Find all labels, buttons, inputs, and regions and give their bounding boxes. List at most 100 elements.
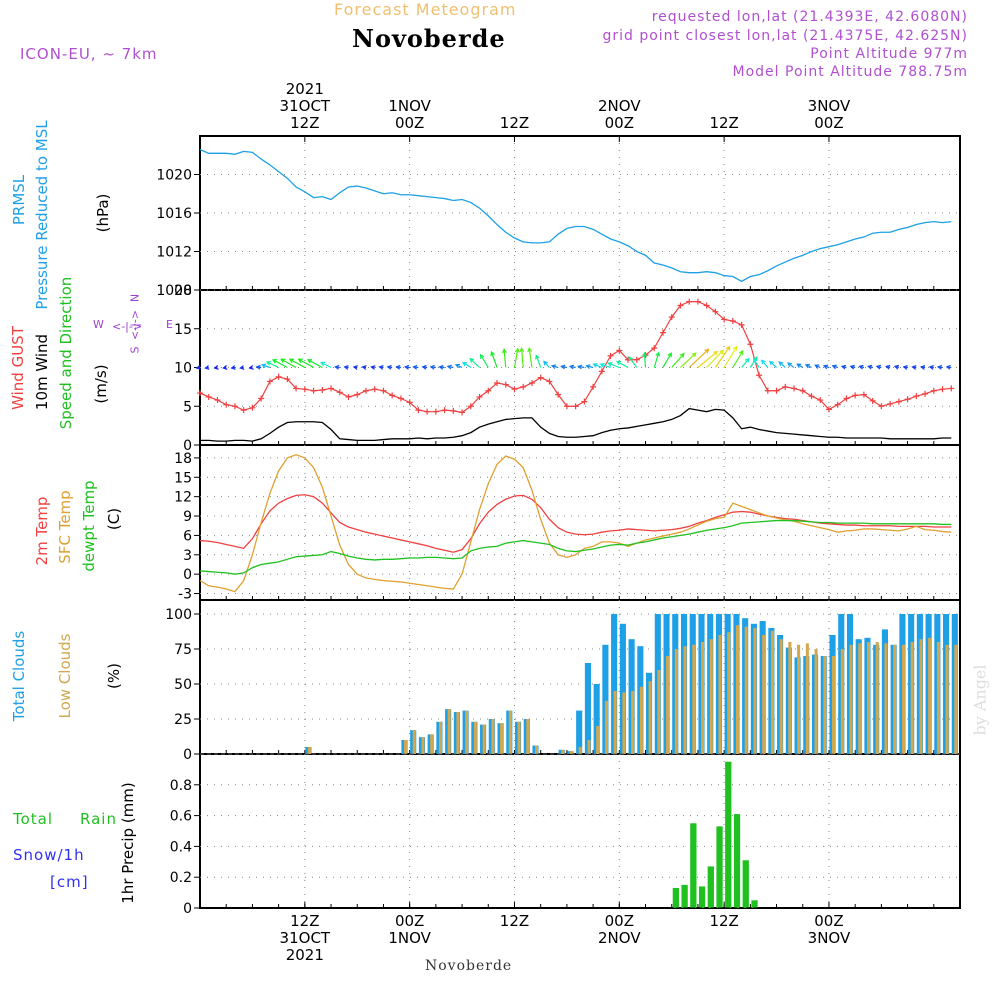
low-cloud-bar (604, 700, 608, 754)
gust-marker (231, 403, 238, 410)
wind-arrow-head (280, 358, 286, 363)
wind-arrow-head (902, 364, 908, 370)
low-cloud-bar (473, 721, 477, 754)
low-cloud-bar (613, 691, 617, 754)
wind-arrow-head (479, 353, 485, 359)
wind-arrow-head (239, 365, 245, 370)
ytick-label-pressure: 1008 (156, 283, 192, 299)
ytick-label-clouds: 25 (174, 712, 192, 728)
gust-marker (782, 383, 789, 390)
low-cloud-bar (945, 644, 949, 754)
low-cloud-bar (700, 642, 705, 754)
wind-arrow-head (560, 364, 566, 370)
wind-arrow-head (568, 364, 575, 370)
low-cloud-bar (631, 691, 635, 754)
gust-marker (380, 387, 387, 394)
low-cloud-bar (858, 643, 862, 754)
wind-arrow-head (306, 359, 313, 364)
gust-marker (817, 397, 824, 404)
low-cloud-bar (403, 740, 408, 754)
temp-line-temp2m (199, 494, 952, 553)
wind-arrow-head (733, 345, 738, 351)
wind-arrow (769, 361, 777, 368)
top-time-label: 12Z (709, 114, 738, 132)
ytick-label-temperature: -3 (178, 587, 192, 603)
gust-marker (450, 407, 457, 414)
total-cloud-bar (584, 663, 591, 754)
low-cloud-bar (508, 710, 512, 754)
wind-arrow-head (334, 364, 340, 370)
point-altitude: Point Altitude 977m (810, 46, 968, 62)
wind-arrow (543, 361, 550, 368)
gust-marker (520, 383, 527, 390)
wind-arrow-head (875, 364, 882, 370)
gust-marker (930, 387, 937, 394)
top-time-label: 31OCT (280, 97, 331, 115)
low-cloud-bar (832, 656, 836, 754)
gust-marker (747, 341, 754, 348)
wind-arrow-head (628, 356, 633, 362)
low-cloud-bar (823, 656, 827, 754)
low-cloud-bar (491, 719, 495, 754)
gust-marker (651, 345, 658, 352)
wind-arrow (528, 348, 533, 368)
wind-arrow-head (760, 359, 766, 365)
ytick-label-pressure: 1020 (156, 168, 192, 184)
wind-arrow-head (928, 364, 934, 370)
low-cloud-bar (683, 646, 687, 754)
ytick-label-wind: 0 (183, 438, 192, 454)
low-cloud-bar (709, 639, 713, 754)
gust-marker (467, 403, 474, 410)
low-cloud-bar (639, 686, 643, 754)
wind-arrow (616, 360, 629, 369)
total-cloud-bar (593, 684, 600, 754)
wind-arrow-head (577, 364, 583, 370)
ytick-label-temperature: 12 (174, 490, 192, 506)
rain-bar (698, 886, 706, 908)
top-time-label: 12Z (500, 114, 529, 132)
wind-arrow (272, 359, 288, 369)
wind-arrow (480, 354, 489, 368)
wind-arrow-head (796, 363, 802, 368)
gust-marker (703, 302, 710, 309)
wind-arrow (593, 363, 603, 369)
low-cloud-bar (307, 747, 311, 754)
wind-arrow (520, 348, 524, 368)
ytick-label-precip: 0.2 (170, 870, 192, 886)
top-time-label: 2NOV (598, 97, 641, 115)
gust-marker (415, 407, 422, 414)
top-time-label: 1NOV (388, 97, 431, 115)
rain-bar (672, 887, 680, 908)
gust-marker (528, 380, 535, 386)
gust-marker (659, 329, 666, 336)
wind-arrow-head (429, 364, 435, 370)
gust-marker (633, 356, 640, 363)
wind-arrow (469, 358, 480, 368)
gust-marker (939, 386, 946, 393)
wind-arrow-head (230, 365, 236, 370)
low-cloud-bar (482, 724, 486, 754)
ytick-label-precip: 0.4 (170, 839, 192, 855)
gust-marker (712, 308, 719, 315)
wind-speed-line (200, 407, 952, 442)
wind-arrow (680, 352, 697, 368)
ytick-label-temperature: 9 (183, 509, 192, 525)
gust-marker (598, 368, 605, 375)
gust-marker (799, 387, 806, 394)
gust-marker (555, 391, 562, 398)
gust-marker (328, 385, 335, 392)
gust-marker (354, 391, 361, 398)
low-cloud-bar (500, 723, 504, 754)
wind-arrow (732, 350, 744, 368)
low-cloud-bar (928, 637, 932, 754)
gust-marker (773, 387, 780, 394)
gust-marker (310, 387, 317, 394)
low-cloud-bar (438, 721, 442, 754)
rain-bar (725, 761, 732, 908)
low-cloud-bar (430, 734, 434, 754)
gust-marker (843, 395, 850, 402)
wind-arrow (307, 359, 323, 369)
low-cloud-bar (596, 726, 600, 754)
wind-arrow-head (691, 352, 697, 358)
